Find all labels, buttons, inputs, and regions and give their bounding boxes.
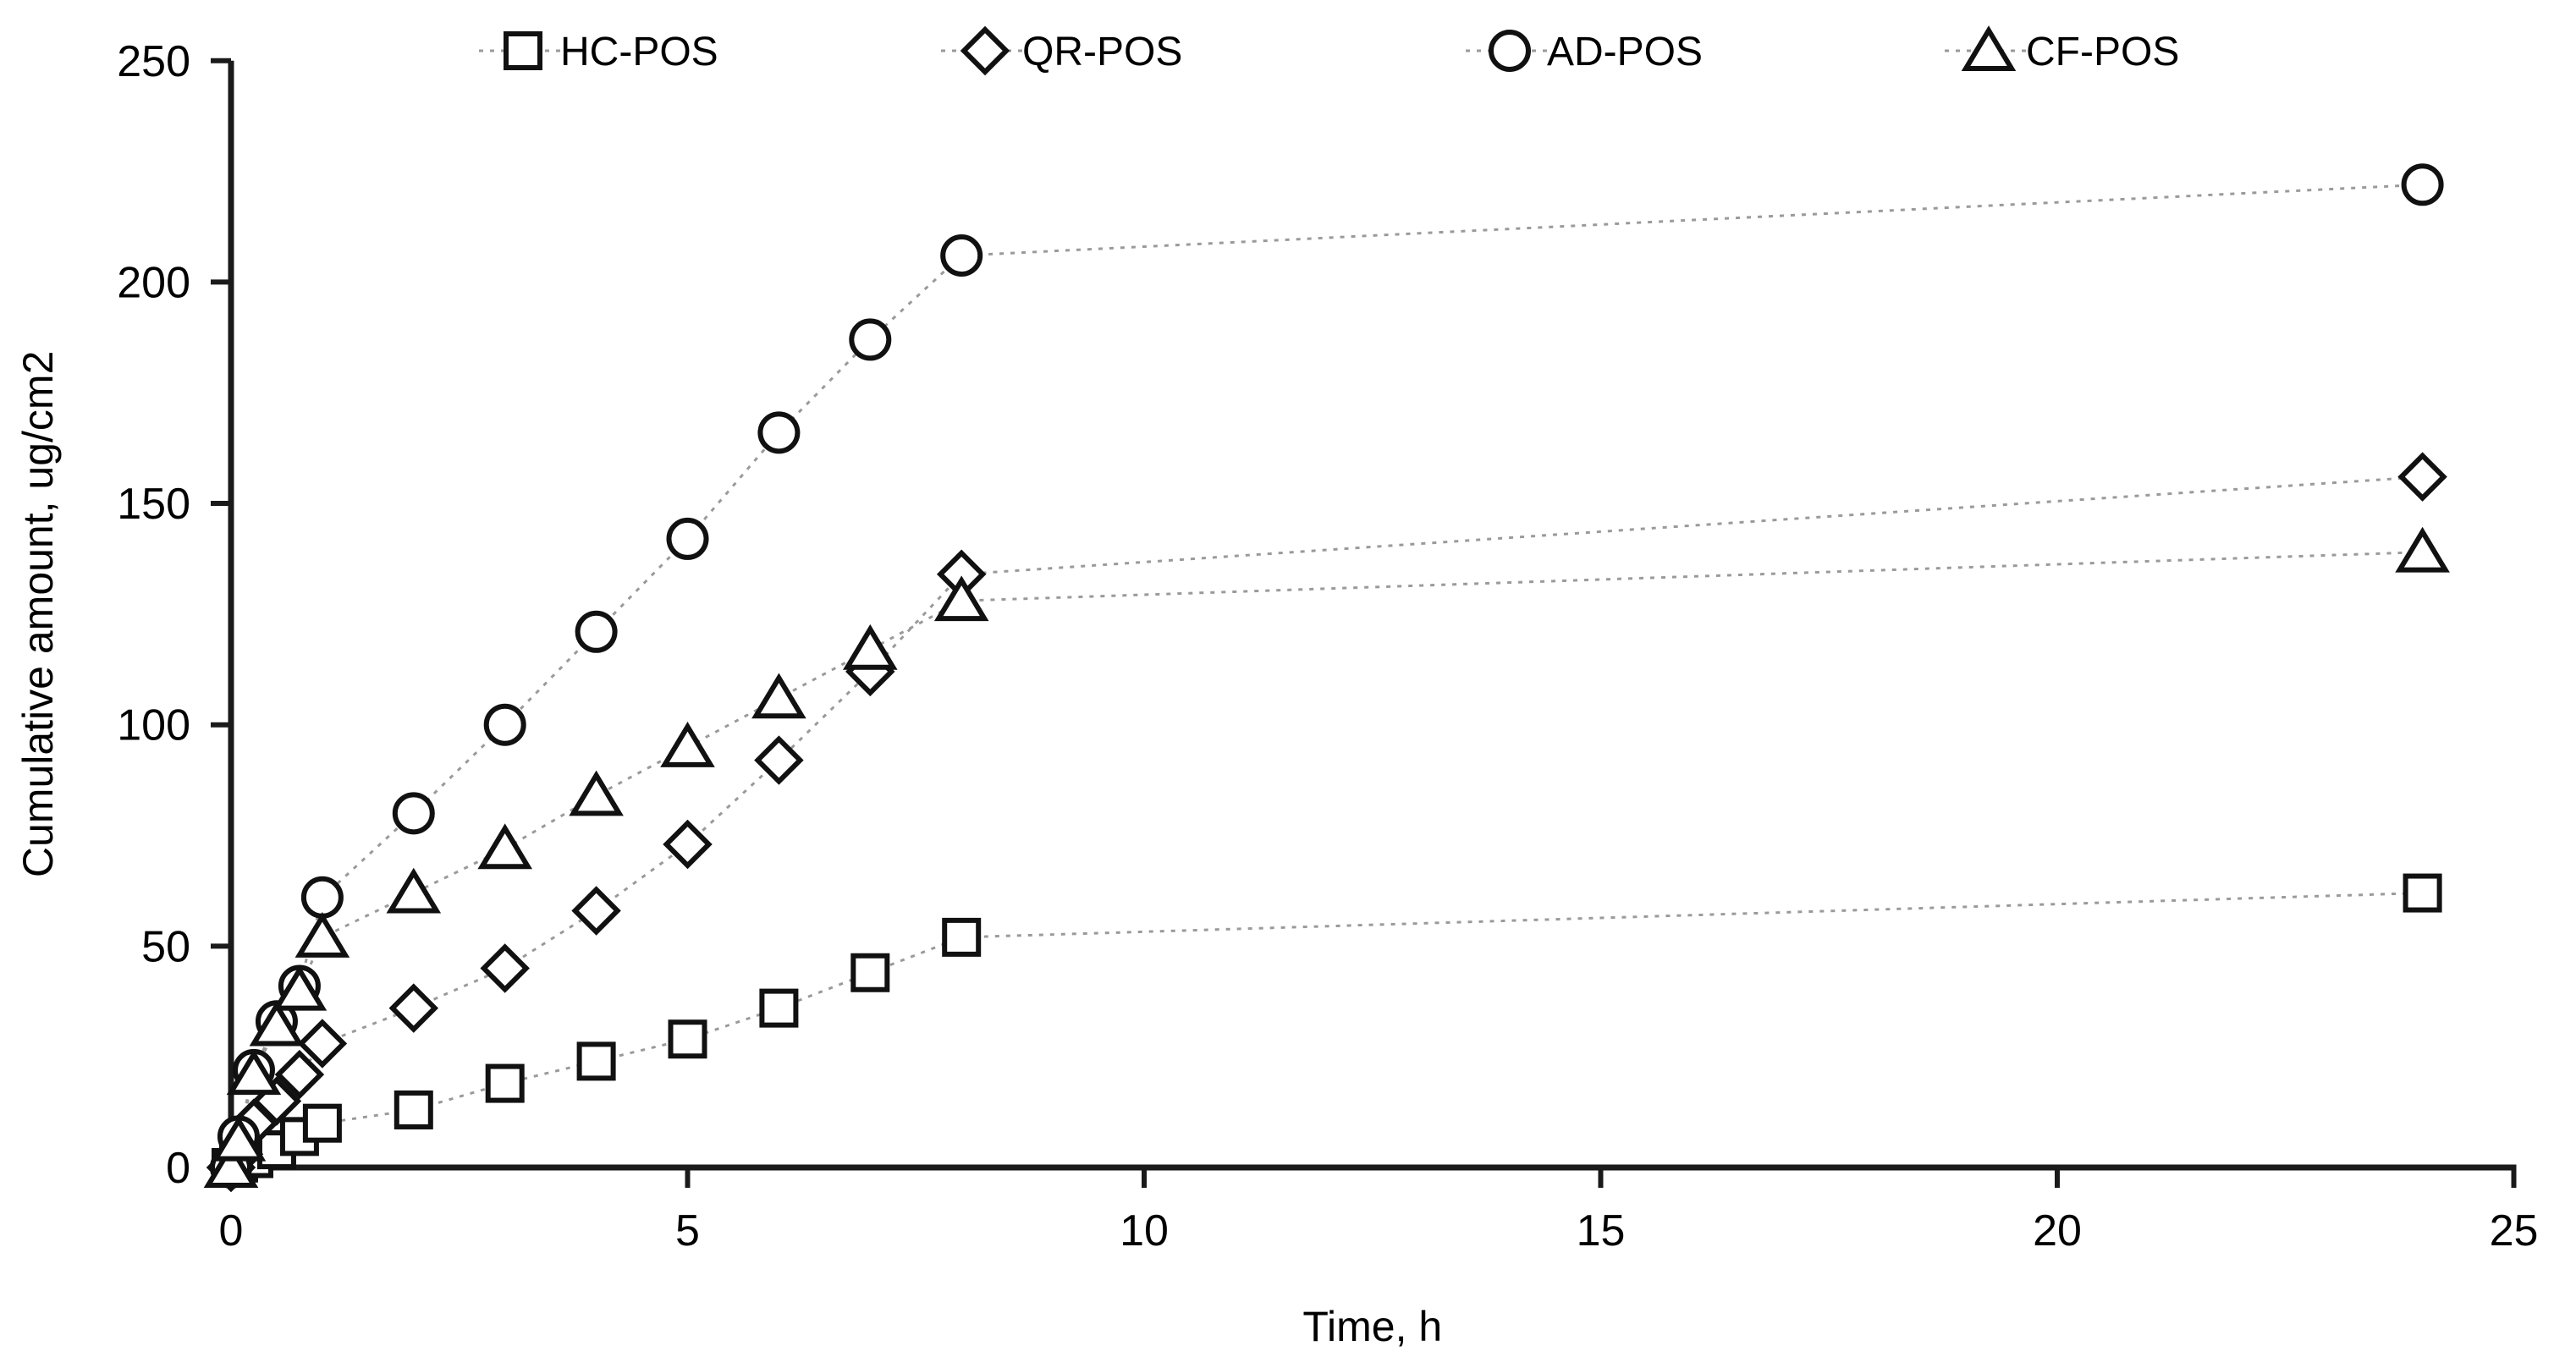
legend-label-CF-POS: CF-POS bbox=[2026, 30, 2179, 74]
data-point-CF-POS bbox=[477, 823, 532, 870]
data-point-QR-POS bbox=[274, 1049, 325, 1100]
data-point-CF-POS bbox=[933, 575, 989, 622]
data-point-HC-POS bbox=[576, 1041, 616, 1081]
data-point-HC-POS bbox=[2403, 873, 2442, 913]
data-point-AD-POS bbox=[849, 318, 892, 361]
series-line-HC-POS bbox=[230, 892, 2423, 1169]
data-point-CF-POS bbox=[386, 867, 442, 914]
data-point-CF-POS bbox=[2395, 526, 2450, 573]
series-line-CF-POS bbox=[229, 551, 2423, 1168]
y-tick-label: 50 bbox=[141, 922, 190, 971]
data-point-QR-POS bbox=[388, 983, 439, 1033]
data-point-HC-POS bbox=[759, 988, 799, 1028]
y-axis-title: Cumulative amount, ug/cm2 bbox=[14, 351, 62, 878]
data-point-HC-POS bbox=[942, 917, 982, 957]
data-point-AD-POS bbox=[666, 517, 709, 560]
x-axis-title: Time, h bbox=[1302, 1303, 1442, 1350]
data-point-AD-POS bbox=[575, 610, 618, 653]
data-point-HC-POS bbox=[850, 953, 890, 992]
data-point-CF-POS bbox=[294, 912, 350, 958]
data-point-AD-POS bbox=[300, 876, 344, 919]
y-tick-label: 150 bbox=[117, 480, 190, 529]
series-line-AD-POS bbox=[229, 183, 2423, 1168]
data-point-CF-POS bbox=[226, 1049, 282, 1096]
data-point-QR-POS bbox=[480, 943, 530, 993]
legend-marker-HC-POS bbox=[504, 31, 542, 70]
data-point-QR-POS bbox=[754, 735, 804, 785]
data-point-AD-POS bbox=[940, 234, 983, 277]
data-point-CF-POS bbox=[249, 1000, 305, 1047]
data-point-AD-POS bbox=[757, 411, 801, 454]
legend-marker-AD-POS bbox=[1489, 30, 1531, 72]
data-point-HC-POS bbox=[394, 1090, 433, 1129]
legend-label-AD-POS: AD-POS bbox=[1547, 30, 1703, 74]
x-tick-label: 20 bbox=[2033, 1206, 2082, 1255]
data-point-CF-POS bbox=[569, 770, 624, 816]
legend-marker-QR-POS bbox=[960, 25, 1010, 76]
data-point-AD-POS bbox=[2401, 163, 2444, 206]
data-point-HC-POS bbox=[668, 1019, 707, 1059]
data-point-CF-POS bbox=[843, 624, 898, 670]
y-tick-label: 200 bbox=[117, 258, 190, 307]
data-point-CF-POS bbox=[203, 1142, 259, 1188]
legend-label-QR-POS: QR-POS bbox=[1022, 30, 1182, 74]
data-point-CF-POS bbox=[272, 964, 328, 1011]
data-point-QR-POS bbox=[2397, 452, 2447, 502]
data-point-QR-POS bbox=[297, 1019, 348, 1069]
data-point-CF-POS bbox=[211, 1115, 267, 1162]
legend-marker-CF-POS bbox=[1961, 25, 2017, 71]
data-point-CF-POS bbox=[660, 722, 715, 767]
y-tick-label: 0 bbox=[166, 1144, 190, 1193]
data-point-QR-POS bbox=[571, 886, 621, 936]
y-tick-label: 100 bbox=[117, 701, 190, 750]
x-tick-label: 15 bbox=[1577, 1206, 1626, 1255]
data-point-HC-POS bbox=[302, 1103, 342, 1143]
x-tick-label: 25 bbox=[2490, 1206, 2539, 1255]
data-point-HC-POS bbox=[485, 1063, 525, 1103]
data-point-AD-POS bbox=[483, 703, 526, 746]
data-point-AD-POS bbox=[392, 792, 435, 835]
x-tick-label: 0 bbox=[219, 1206, 244, 1255]
y-tick-label: 250 bbox=[117, 37, 190, 86]
series-line-QR-POS bbox=[229, 475, 2423, 1168]
legend-label-HC-POS: HC-POS bbox=[560, 30, 718, 74]
data-point-QR-POS bbox=[663, 819, 713, 870]
data-point-CF-POS bbox=[751, 673, 806, 719]
x-tick-label: 5 bbox=[675, 1206, 700, 1255]
x-tick-label: 10 bbox=[1120, 1206, 1169, 1255]
